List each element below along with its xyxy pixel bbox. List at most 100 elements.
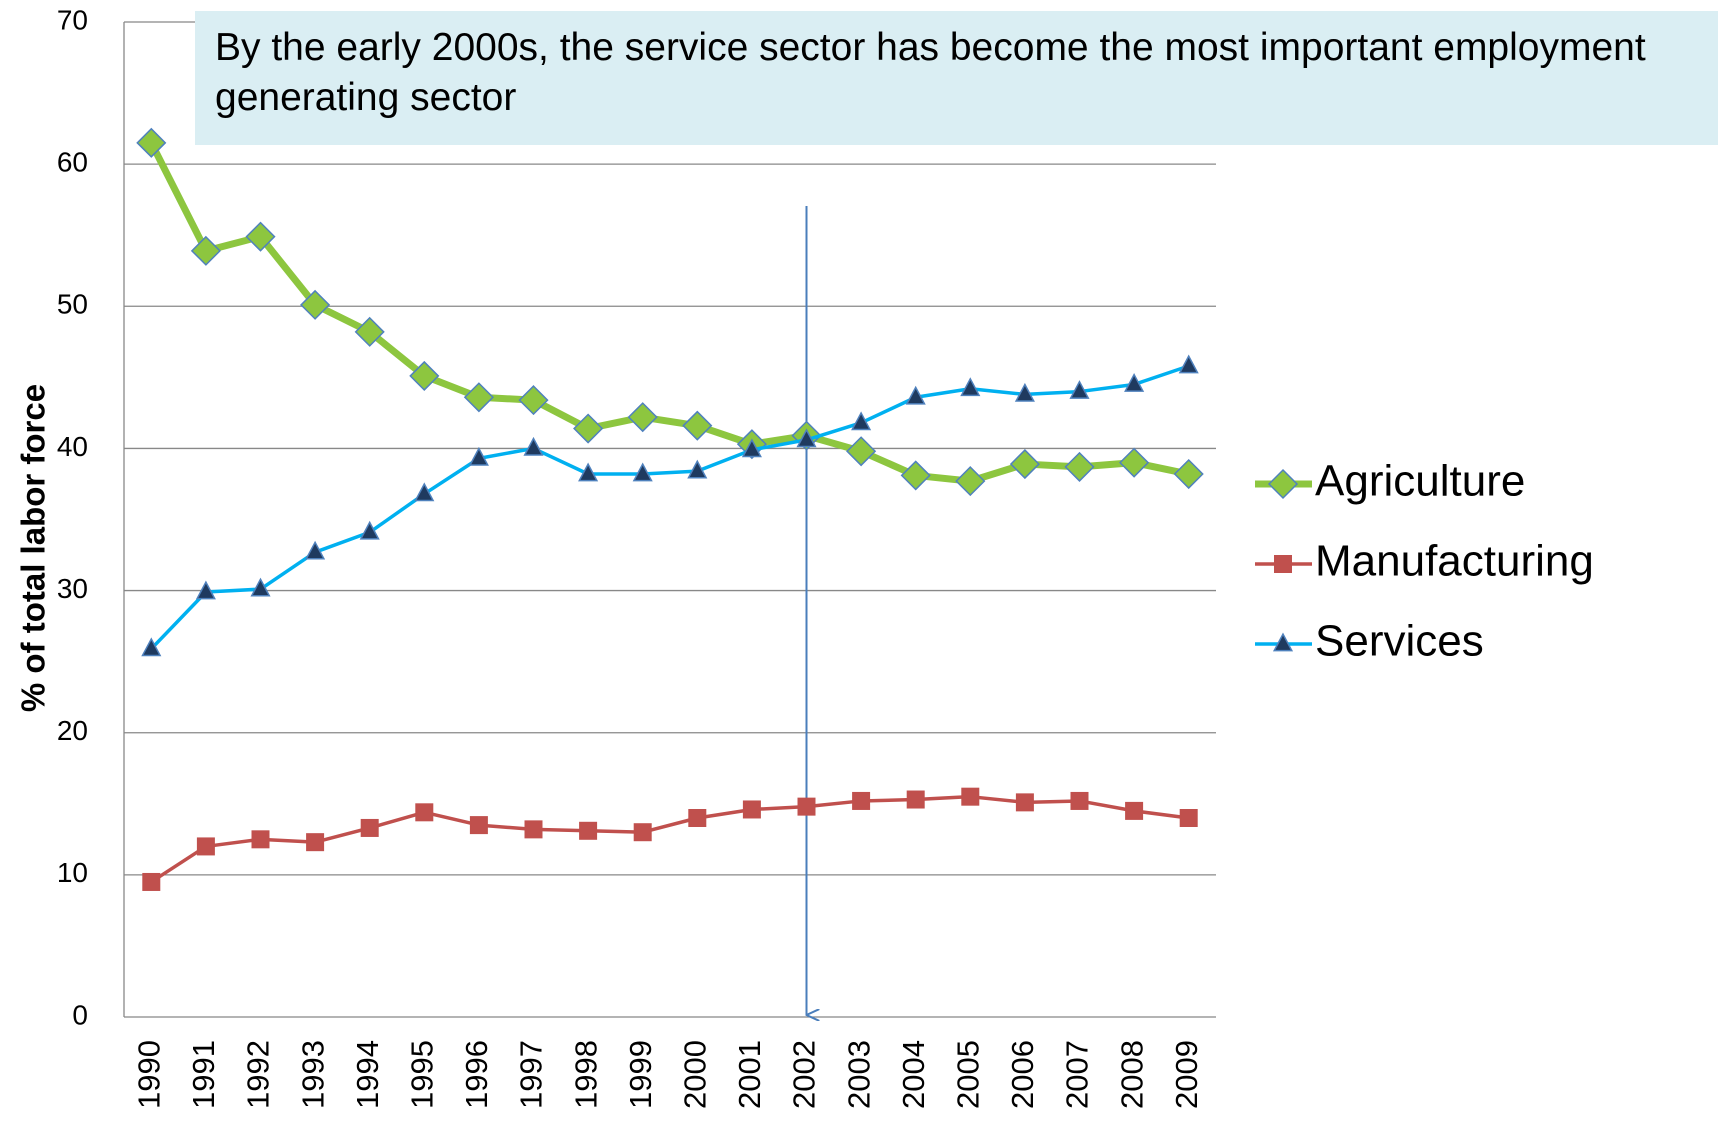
marker-diamond [409, 360, 440, 391]
marker-diamond [627, 402, 658, 433]
marker-square [196, 837, 215, 856]
annotation-box [195, 11, 1718, 145]
marker-square [1179, 809, 1198, 827]
marker-square [1274, 555, 1292, 573]
marker-diamond [846, 436, 877, 467]
marker-square [961, 787, 980, 806]
marker-square [797, 797, 816, 816]
marker-triangle [687, 459, 708, 479]
marker-diamond [682, 410, 713, 441]
x-tick-label: 1993 [295, 1040, 330, 1109]
x-tick-label: 1996 [459, 1040, 494, 1109]
x-tick-label: 1999 [623, 1040, 658, 1109]
y-tick-label: 40 [57, 431, 88, 462]
marker-triangle [1124, 372, 1145, 392]
x-tick-label: 2007 [1060, 1040, 1095, 1109]
marker-square [688, 809, 707, 827]
x-tick-label: 2004 [896, 1040, 931, 1109]
y-tick-label: 10 [57, 857, 88, 888]
marker-square [852, 791, 871, 810]
marker-diamond [518, 385, 549, 416]
marker-diamond [463, 382, 494, 413]
x-tick-label: 2008 [1114, 1040, 1149, 1109]
marker-triangle [1178, 354, 1199, 374]
y-tick-label: 20 [57, 715, 88, 746]
x-tick-label: 2000 [677, 1040, 712, 1109]
legend-label: Services [1315, 617, 1484, 666]
x-tick-label: 1997 [514, 1040, 549, 1109]
marker-diamond [136, 127, 167, 158]
marker-triangle [468, 446, 489, 466]
x-tick-label: 1990 [131, 1040, 166, 1109]
annotation: By the early 2000s, the service sector h… [215, 26, 1646, 119]
marker-triangle [359, 520, 380, 540]
marker-square [906, 790, 925, 809]
series-line [150, 794, 1189, 884]
marker-triangle [250, 577, 271, 597]
marker-square [306, 833, 325, 852]
marker-diamond [245, 221, 276, 252]
annotation-wrap: By the early 2000s, the service sector h… [215, 26, 1646, 119]
marker-diamond [1009, 449, 1040, 480]
marker-square [1125, 801, 1144, 820]
marker-triangle [741, 438, 762, 458]
marker-square [415, 803, 434, 822]
marker-triangle [1069, 380, 1090, 399]
marker-triangle [578, 462, 599, 482]
series-line [148, 141, 1190, 485]
marker-square [524, 820, 543, 839]
x-tick-label: 2005 [950, 1040, 985, 1109]
marker-diamond [573, 413, 604, 444]
marker-diamond [1173, 458, 1204, 490]
marker-triangle [851, 411, 872, 431]
marker-triangle [905, 385, 926, 405]
x-tick-label: 1992 [241, 1040, 276, 1109]
marker-triangle [632, 462, 653, 482]
y-tick-label: 30 [57, 573, 88, 604]
x-tick-label: 1994 [350, 1040, 385, 1109]
series-line [150, 364, 1190, 651]
marker-square [633, 823, 652, 842]
marker-triangle [796, 428, 817, 448]
marker-diamond [190, 235, 221, 266]
marker-triangle [141, 637, 162, 657]
marker-diamond [900, 460, 931, 491]
x-tick-label: 2002 [787, 1040, 822, 1109]
marker-diamond [300, 289, 331, 320]
x-tick-label: 1995 [404, 1040, 439, 1109]
marker-triangle [414, 482, 435, 502]
marker-diamond [1267, 468, 1299, 500]
marker-square [579, 821, 598, 840]
marker-triangle [305, 540, 326, 560]
x-tick-label: 2009 [1169, 1040, 1204, 1109]
legend-label: Manufacturing [1315, 537, 1594, 586]
marker-square [469, 816, 488, 835]
marker-square [1015, 793, 1034, 812]
y-tick-label: 50 [57, 289, 88, 320]
marker-diamond [1119, 447, 1150, 478]
y-tick-label: 60 [57, 147, 88, 178]
y-axis-title: % of total labor force [15, 384, 52, 712]
marker-diamond [1064, 451, 1095, 482]
y-tick-label: 0 [72, 999, 88, 1030]
marker-diamond [955, 466, 986, 497]
x-tick-label: 2001 [732, 1040, 767, 1109]
marker-square [1070, 791, 1089, 810]
marker-square [742, 800, 761, 819]
marker-triangle [1272, 632, 1294, 652]
x-tick-label: 2006 [1005, 1040, 1040, 1109]
x-tick-label: 1998 [568, 1040, 603, 1109]
x-tick-label: 2003 [841, 1040, 876, 1109]
marker-diamond [354, 316, 385, 347]
marker-triangle [195, 580, 216, 600]
marker-square [360, 818, 379, 837]
marker-triangle [960, 377, 981, 397]
marker-triangle [523, 436, 544, 456]
x-tick-label: 1991 [186, 1040, 221, 1109]
y-tick-label: 70 [57, 4, 88, 35]
marker-square [251, 830, 270, 849]
marker-square [142, 872, 161, 891]
legend-label: Agriculture [1315, 457, 1525, 506]
marker-triangle [1014, 382, 1035, 402]
